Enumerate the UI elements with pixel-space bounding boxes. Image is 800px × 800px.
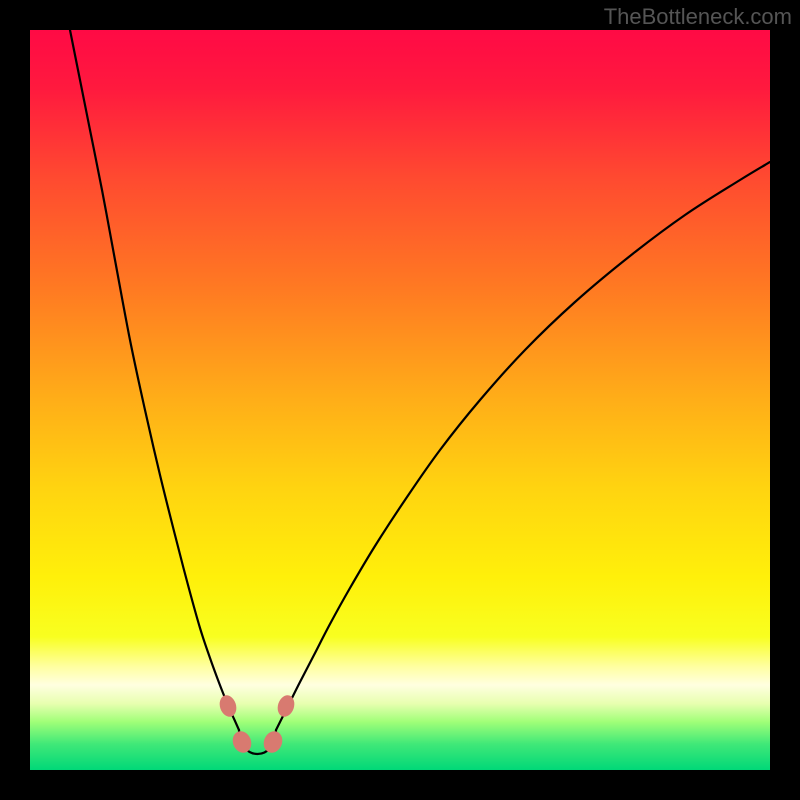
plot-area bbox=[30, 30, 770, 770]
plot-svg bbox=[30, 30, 770, 770]
gradient-background bbox=[30, 30, 770, 770]
chart-canvas: TheBottleneck.com bbox=[0, 0, 800, 800]
watermark-text: TheBottleneck.com bbox=[604, 4, 792, 30]
